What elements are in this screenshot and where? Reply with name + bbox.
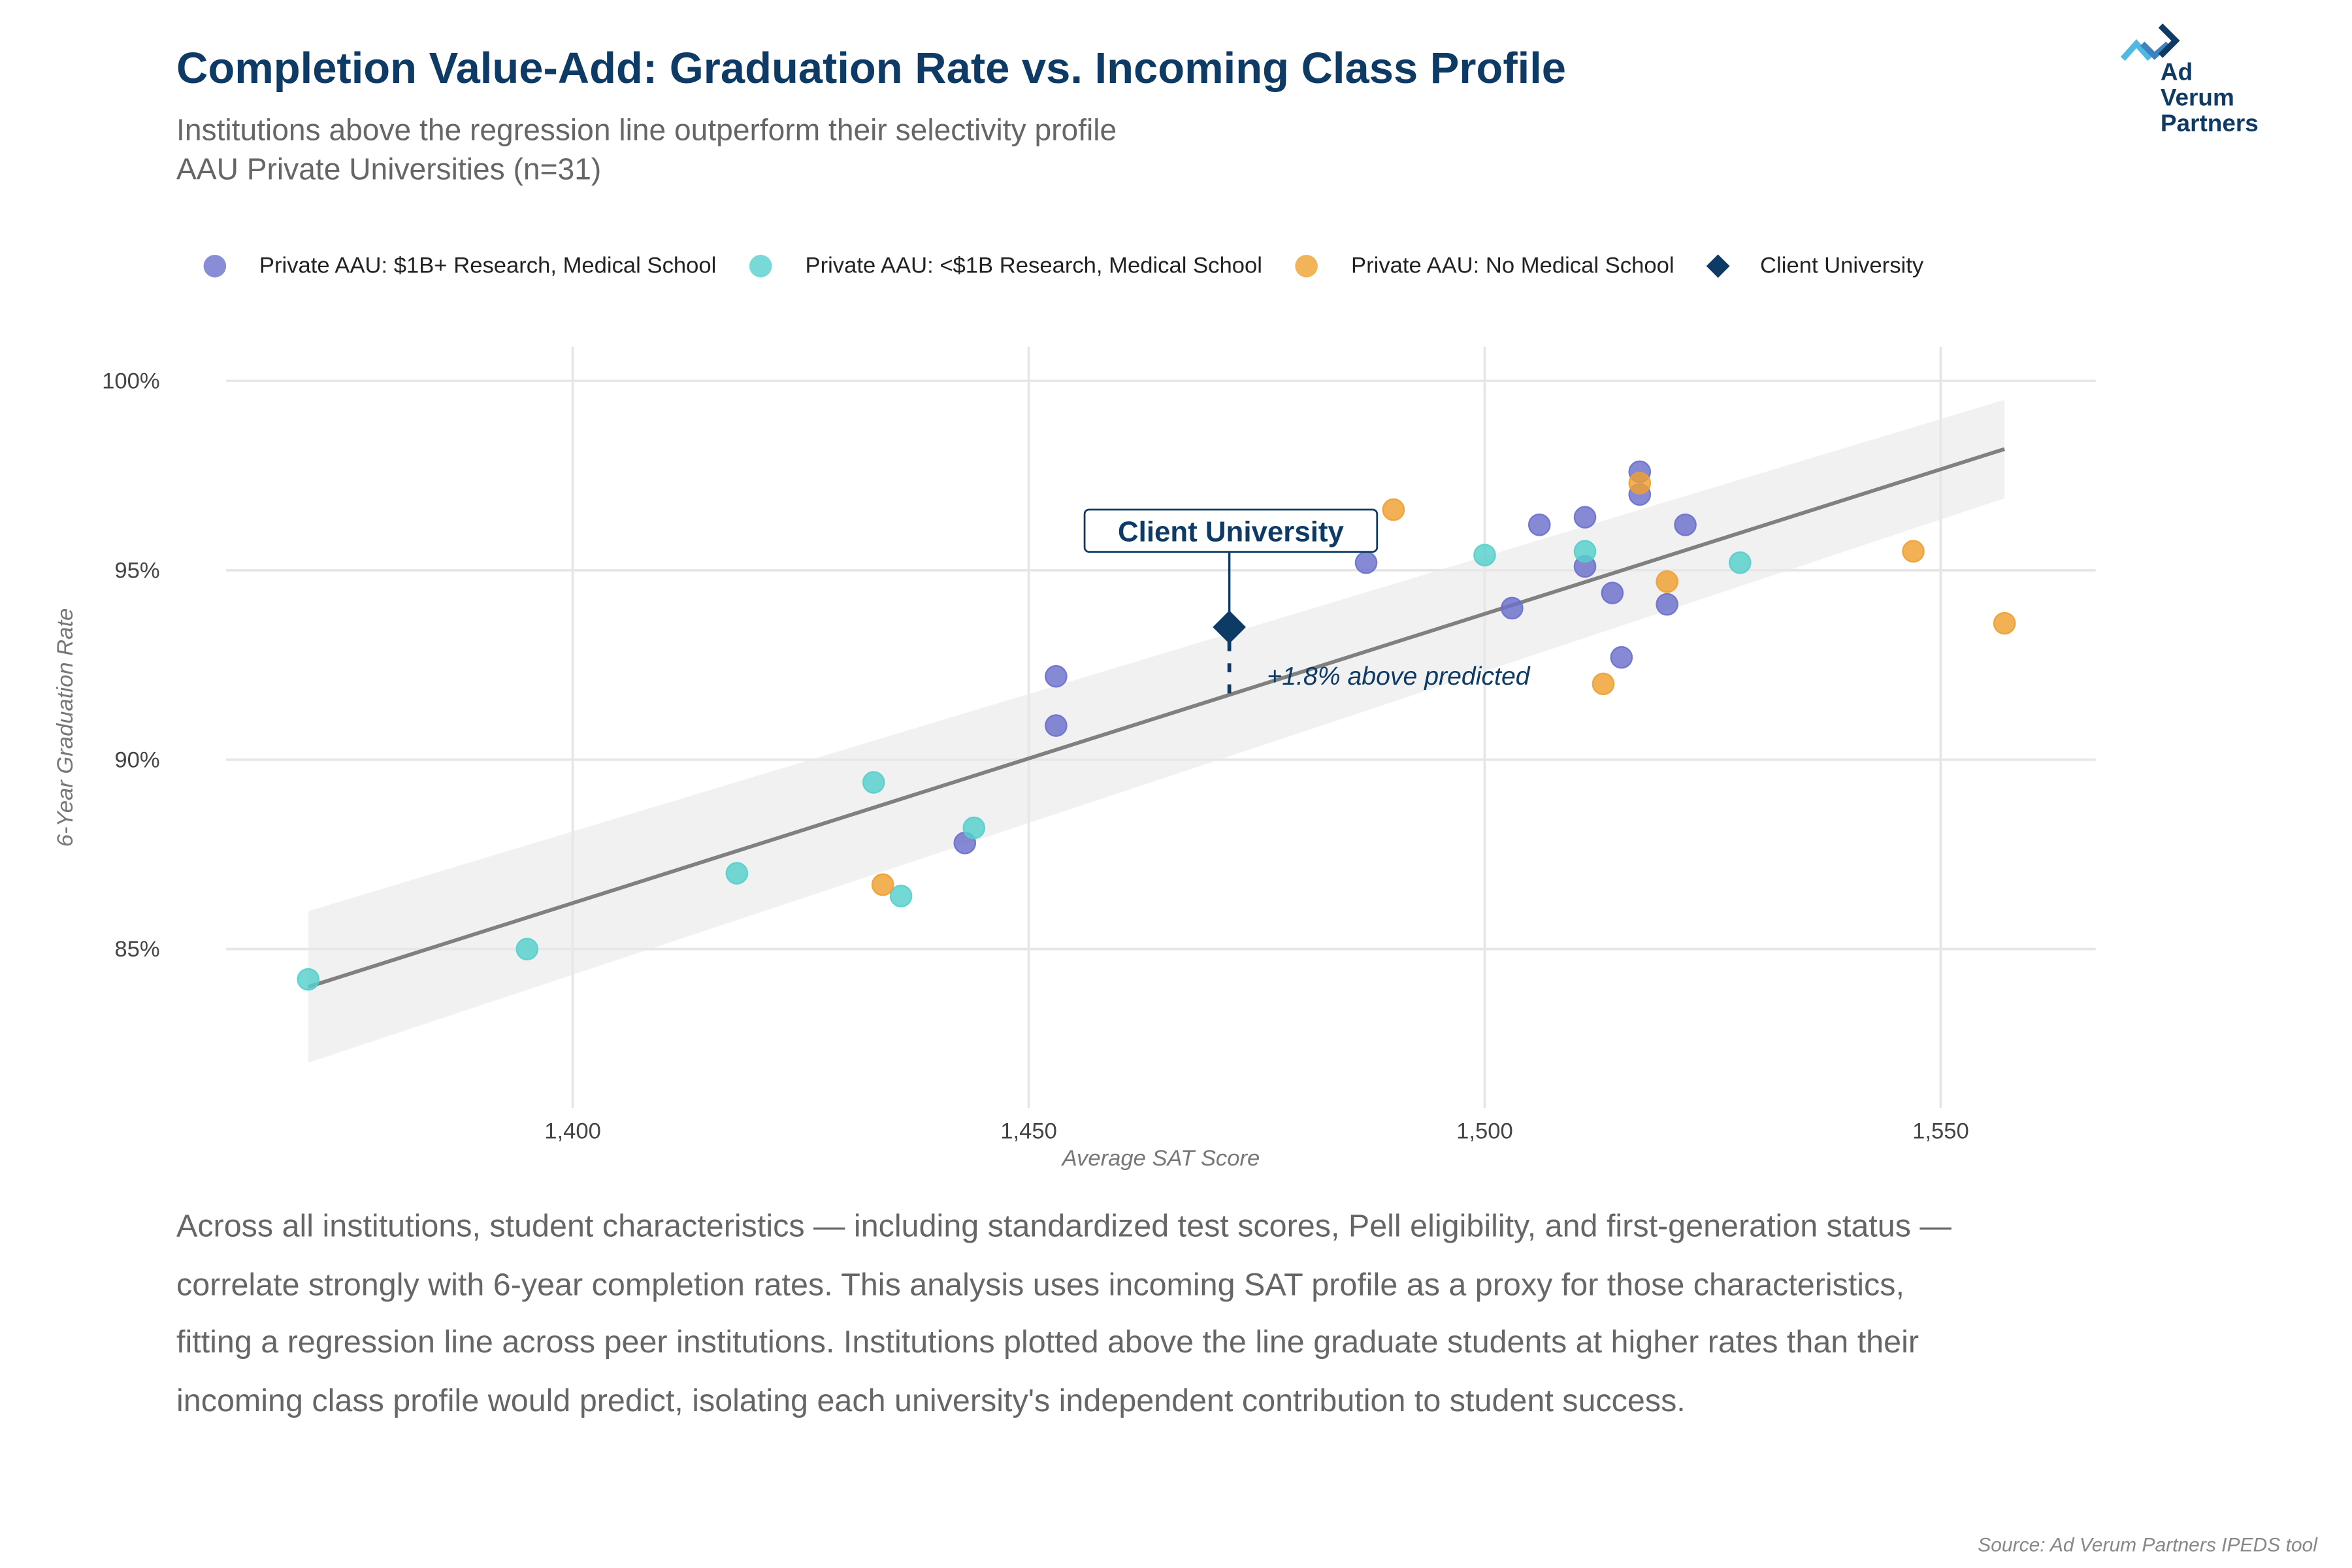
data-point-series-1	[889, 885, 913, 907]
ad-verum-logo: Ad Verum Partners	[2118, 21, 2259, 137]
x-tick-label: 1,500	[1456, 1119, 1513, 1143]
data-point-series-2	[1592, 672, 1615, 696]
data-point-series-1	[1573, 540, 1597, 563]
data-point-series-2	[1902, 540, 1925, 563]
y-tick-label: 100%	[102, 368, 160, 393]
data-point-series-1	[962, 816, 986, 840]
source-note: Source: Ad Verum Partners IPEDS tool	[1978, 1533, 2317, 1556]
legend-label: Private AAU: $1B+ Research, Medical Scho…	[259, 253, 717, 279]
legend-item-lt1b[interactable]: Private AAU: <$1B Research, Medical Scho…	[749, 253, 1262, 279]
data-point-series-0	[1501, 596, 1524, 620]
chart-subtitle-2: AAU Private Universities (n=31)	[176, 154, 602, 188]
legend-item-client[interactable]: Client University	[1707, 253, 1923, 279]
data-point-series-2	[871, 873, 894, 896]
data-point-series-0	[1354, 551, 1378, 574]
legend-marker	[749, 255, 772, 278]
data-point-series-2	[1382, 498, 1405, 521]
legend: Private AAU: $1B+ Research, Medical Scho…	[203, 253, 1957, 279]
logo-line-2: Partners	[2160, 111, 2259, 138]
x-tick-label: 1,450	[1000, 1119, 1057, 1143]
y-tick-label: 95%	[114, 558, 159, 583]
data-point-series-1	[725, 862, 749, 885]
x-tick-label: 1,400	[544, 1119, 601, 1143]
data-point-series-0	[1674, 513, 1697, 536]
data-point-series-0	[1527, 513, 1551, 536]
data-point-series-2	[1656, 570, 1678, 593]
chart-subtitle: Institutions above the regression line o…	[176, 114, 1117, 148]
data-point-series-0	[1045, 714, 1068, 737]
chart-title: Completion Value-Add: Graduation Rate vs…	[176, 45, 1567, 94]
logo-line-1: Ad Verum	[2160, 60, 2234, 112]
legend-item-nomed[interactable]: Private AAU: No Medical School	[1295, 253, 1674, 279]
data-point-series-1	[862, 771, 885, 794]
data-point-series-0	[1573, 506, 1597, 529]
legend-label: Client University	[1760, 253, 1924, 279]
data-point-series-1	[1473, 544, 1496, 566]
x-tick-label: 1,550	[1912, 1119, 1969, 1143]
data-point-series-1	[1729, 551, 1752, 574]
data-point-series-0	[1610, 645, 1633, 669]
legend-label: Private AAU: No Medical School	[1351, 253, 1674, 279]
data-point-series-2	[1993, 612, 2016, 635]
y-tick-label: 90%	[114, 747, 159, 772]
data-point-series-2	[1628, 472, 1652, 495]
data-point-series-0	[1656, 593, 1678, 616]
caption: Across all institutions, student charact…	[176, 1209, 1952, 1418]
logo-chevron-icon	[2120, 23, 2180, 61]
client-label: Client University	[1118, 515, 1344, 547]
legend-label: Private AAU: <$1B Research, Medical Scho…	[805, 253, 1262, 279]
legend-item-1b[interactable]: Private AAU: $1B+ Research, Medical Scho…	[203, 253, 717, 279]
legend-marker	[1295, 255, 1318, 278]
client-marker	[1213, 610, 1247, 644]
regression-line	[307, 447, 2005, 989]
data-point-series-1	[515, 938, 539, 960]
x-axis-label: Average SAT Score	[1061, 1146, 1260, 1171]
client-label-box	[1083, 508, 1379, 553]
data-point-series-0	[1601, 581, 1624, 604]
residual-annotation: +1.8% above predicted	[1267, 662, 1530, 691]
y-axis-label: 6-Year Graduation Rate	[53, 608, 78, 847]
legend-marker	[203, 255, 227, 278]
data-point-series-1	[297, 968, 320, 991]
confidence-band	[308, 399, 2005, 1063]
data-point-series-0	[1045, 664, 1068, 688]
y-tick-label: 85%	[114, 937, 159, 962]
